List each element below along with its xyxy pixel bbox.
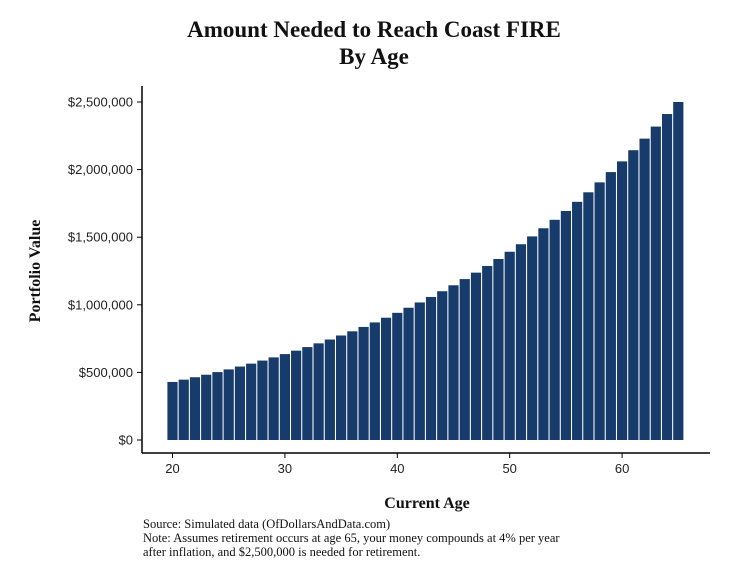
assumption-note-line1: Note: Assumes retirement occurs at age 6…: [143, 531, 560, 545]
y-tick-label: $0: [119, 433, 133, 448]
bar-age-22: [189, 377, 201, 440]
bar-age-44: [437, 291, 448, 440]
bar-age-40: [392, 312, 403, 440]
chart-subtitle: By Age: [339, 44, 409, 69]
bar-age-53: [538, 228, 549, 440]
bar-age-62: [639, 138, 650, 440]
y-tick-label: $2,500,000: [68, 95, 133, 110]
bar-age-20: [167, 381, 178, 440]
bar-age-48: [482, 265, 493, 440]
bar-age-65: [673, 102, 684, 440]
bar-age-50: [504, 251, 515, 440]
bar-age-58: [594, 182, 605, 440]
bar-age-21: [178, 379, 189, 440]
bar-age-60: [617, 161, 628, 441]
bar-age-59: [605, 172, 616, 440]
bar-age-43: [425, 296, 437, 440]
bar-age-24: [212, 372, 223, 440]
x-axis-title: Current Age: [384, 495, 469, 512]
assumption-note-line2: after inflation, and $2,500,000 is neede…: [143, 545, 421, 559]
y-axis-title: Portfolio Value: [27, 220, 44, 323]
bar-age-47: [470, 272, 482, 440]
bar-age-31: [291, 350, 302, 440]
bar-age-33: [313, 343, 324, 440]
bar-age-34: [324, 339, 335, 440]
bar-age-61: [628, 150, 639, 440]
x-tick-label: 60: [615, 461, 629, 476]
bar-age-38: [369, 322, 380, 440]
bar-age-37: [358, 326, 369, 440]
bar-age-51: [515, 244, 527, 440]
x-tick-label: 20: [165, 461, 179, 476]
y-axis-ticks: $0 $500,000 $1,000,000 $1,500,000 $2,000,000…: [68, 95, 142, 448]
y-tick-label: $1,000,000: [68, 297, 133, 312]
y-tick-label: $500,000: [79, 365, 133, 380]
bar-age-55: [560, 210, 571, 440]
chart-title: Amount Needed to Reach Coast FIRE: [187, 17, 561, 42]
bar-age-46: [459, 279, 470, 440]
bar-age-63: [650, 126, 661, 440]
y-tick-label: $2,000,000: [68, 162, 133, 177]
bar-age-32: [302, 347, 313, 440]
bar-age-36: [347, 331, 358, 440]
bars-group: [167, 102, 684, 441]
bar-age-64: [661, 114, 673, 440]
bar-age-52: [527, 236, 538, 440]
bar-age-25: [223, 369, 234, 440]
x-axis-ticks: 20 30 40 50 60: [165, 453, 629, 476]
bar-age-41: [403, 307, 414, 440]
bar-age-56: [572, 201, 583, 440]
bar-age-54: [549, 219, 560, 440]
bar-age-39: [380, 317, 392, 440]
x-tick-label: 50: [502, 461, 516, 476]
bar-age-27: [246, 363, 257, 440]
bar-age-57: [583, 192, 594, 440]
bar-age-29: [268, 357, 279, 440]
bar-age-45: [448, 285, 459, 440]
bar-age-28: [257, 360, 268, 440]
bar-age-42: [414, 302, 425, 440]
bar-age-35: [336, 335, 347, 440]
bar-age-49: [493, 259, 504, 440]
x-tick-label: 30: [278, 461, 292, 476]
bar-age-23: [201, 374, 212, 440]
y-tick-label: $1,500,000: [68, 230, 133, 245]
bar-age-26: [234, 366, 246, 440]
x-tick-label: 40: [390, 461, 404, 476]
bar-age-30: [279, 354, 290, 440]
source-note: Source: Simulated data (OfDollarsAndData…: [143, 517, 391, 531]
